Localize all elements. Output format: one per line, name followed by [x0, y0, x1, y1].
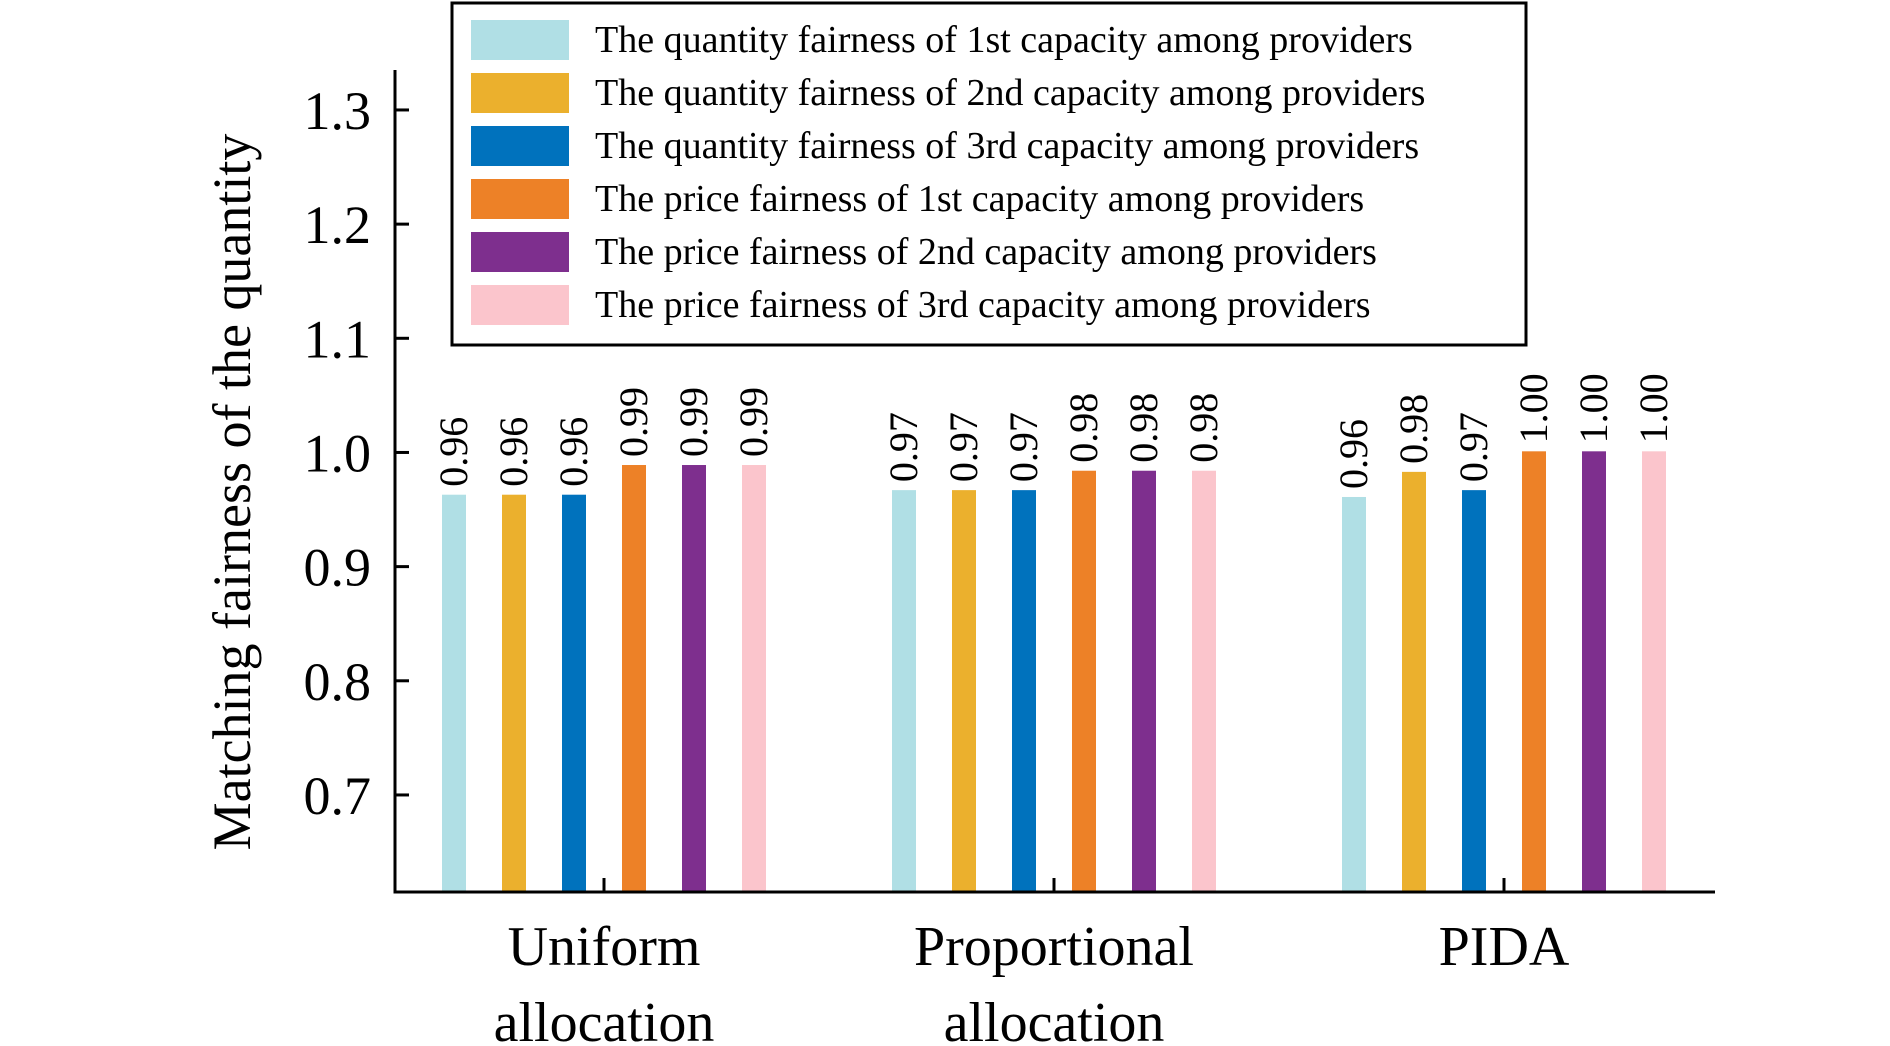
- bar: [622, 465, 646, 892]
- bar-value-label: 0.97: [941, 412, 986, 482]
- legend-label: The quantity fairness of 2nd capacity am…: [595, 72, 1425, 114]
- bar: [1462, 490, 1486, 892]
- bars: [442, 451, 1666, 892]
- legend-swatch: [471, 20, 569, 60]
- bar-value-label: 0.96: [491, 417, 536, 487]
- bar: [1072, 470, 1096, 892]
- bar-value-label: 1.00: [1511, 373, 1556, 443]
- bar-value-label: 0.98: [1181, 393, 1226, 463]
- bar: [442, 494, 466, 892]
- bar-value-label: 1.00: [1571, 373, 1616, 443]
- y-tick-label: 1.1: [304, 309, 372, 369]
- bar: [1342, 496, 1366, 892]
- legend-label: The price fairness of 3rd capacity among…: [595, 284, 1371, 326]
- bar: [1192, 470, 1216, 892]
- bar: [952, 490, 976, 892]
- bar: [742, 465, 766, 892]
- legend-label: The quantity fairness of 3rd capacity am…: [595, 125, 1419, 167]
- bar: [502, 494, 526, 892]
- y-tick-label: 1.0: [304, 423, 372, 483]
- legend-box: [450, 1, 1528, 347]
- legend-swatch: [471, 126, 569, 166]
- x-tick-label: PIDA: [1439, 916, 1570, 978]
- bar-value-label: 0.97: [1451, 412, 1496, 482]
- bar: [1522, 451, 1546, 892]
- legend-swatch: [471, 285, 569, 325]
- bar-value-label: 0.96: [551, 417, 596, 487]
- x-tick-label: Uniform: [508, 916, 701, 978]
- bar: [1582, 451, 1606, 892]
- bar: [682, 465, 706, 892]
- legend-label: The price fairness of 2nd capacity among…: [595, 231, 1377, 273]
- y-tick-label: 1.2: [304, 195, 372, 255]
- bar-value-label: 1.00: [1631, 373, 1676, 443]
- bar-value-label: 0.99: [611, 387, 656, 457]
- bar-value-label: 0.98: [1121, 393, 1166, 463]
- x-tick-label: Proportional: [914, 916, 1194, 978]
- y-tick-label: 0.8: [304, 652, 372, 712]
- bar-value-label: 0.96: [1331, 419, 1376, 489]
- bar: [1402, 471, 1426, 892]
- bar-value-label: 0.99: [731, 387, 776, 457]
- bar: [1642, 451, 1666, 892]
- x-tick-label: allocation: [494, 992, 715, 1046]
- legend-label: The price fairness of 1st capacity among…: [595, 178, 1364, 220]
- bar: [1012, 490, 1036, 892]
- y-tick-label: 1.3: [304, 81, 372, 141]
- y-tick-label: 0.7: [304, 766, 372, 826]
- x-tick-label: allocation: [944, 992, 1165, 1046]
- bar-value-label: 0.99: [671, 387, 716, 457]
- y-tick-label: 0.9: [304, 538, 372, 598]
- y-ticks: 0.7 0.8 0.9 1.0 1.1 1.2 1.3: [304, 81, 409, 826]
- data-labels: 0.96 0.96 0.96 0.99 0.99 0.99 0.97 0.97 0.97 0.98…: [431, 373, 1676, 489]
- legend-swatch: [471, 232, 569, 272]
- bar-value-label: 0.98: [1061, 393, 1106, 463]
- bar: [562, 494, 586, 892]
- bar-value-label: 0.96: [431, 417, 476, 487]
- bar: [892, 490, 916, 892]
- bar-value-label: 0.97: [881, 412, 926, 482]
- y-axis-label: Matching fairness of the quantity: [202, 134, 262, 851]
- legend: The quantity fairness of 1st capacity am…: [450, 1, 1528, 347]
- x-ticks: Uniform allocation Proportional allocation P…: [494, 878, 1570, 1046]
- legend-swatch: [471, 179, 569, 219]
- legend-swatch: [471, 73, 569, 113]
- legend-label: The quantity fairness of 1st capacity am…: [595, 19, 1413, 61]
- bar: [1132, 470, 1156, 892]
- bar-value-label: 0.98: [1391, 394, 1436, 464]
- bar-value-label: 0.97: [1001, 412, 1046, 482]
